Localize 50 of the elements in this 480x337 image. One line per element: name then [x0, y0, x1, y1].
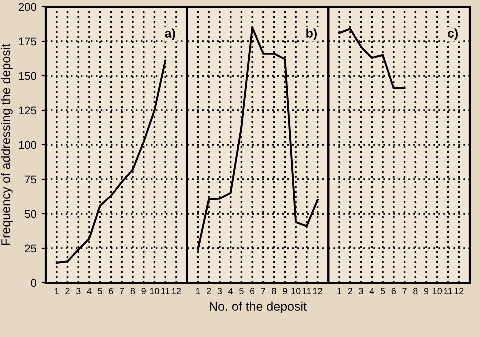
x-tick-label: 9 — [142, 288, 146, 294]
x-tick-label: 12 — [313, 288, 322, 294]
x-tick-label: 9 — [283, 288, 288, 294]
x-tick-label: 7 — [402, 288, 407, 294]
x-tick-label: 8 — [272, 288, 276, 294]
x-tick-label: 3 — [359, 288, 364, 294]
x-tick-label: 11 — [444, 288, 453, 294]
x-tick-label: 2 — [207, 288, 212, 294]
x-tick-label: 10 — [433, 288, 442, 294]
y-axis-title: Frequency of addressing the deposit — [1, 44, 13, 246]
x-tick-label: 8 — [414, 288, 418, 294]
y-tick-label: 200 — [18, 3, 37, 12]
annotation: a) — [165, 28, 176, 40]
x-tick-label: 1 — [55, 288, 59, 294]
x-tick-label: 3 — [76, 288, 81, 294]
x-tick-label: 5 — [98, 288, 102, 294]
x-tick-label: 7 — [261, 288, 266, 294]
x-tick-label: 8 — [130, 288, 136, 294]
x-tick-label: 4 — [370, 288, 374, 294]
y-tick-label: 50 — [25, 210, 37, 218]
x-tick-label: 5 — [240, 288, 244, 294]
x-tick-label: 10 — [292, 288, 301, 294]
x-tick-label: 11 — [302, 288, 312, 294]
y-tick-label: 25 — [25, 244, 37, 253]
y-tick-label: 125 — [19, 106, 37, 115]
x-tick-label: 7 — [120, 288, 124, 294]
x-tick-label: 4 — [228, 288, 234, 294]
x-tick-label: 10 — [150, 288, 160, 294]
x-tick-label: 6 — [392, 288, 396, 294]
x-tick-label: 2 — [348, 288, 352, 294]
x-tick-label: 11 — [162, 288, 170, 294]
x-tick-label: 1 — [338, 288, 342, 294]
y-tick-label: 175 — [19, 38, 37, 46]
x-tick-label: 12 — [454, 288, 464, 294]
x-tick-label: 9 — [424, 288, 429, 294]
x-tick-label: 2 — [66, 288, 70, 294]
x-tick-label: 5 — [380, 288, 386, 294]
y-tick-label: 75 — [25, 176, 37, 184]
y-tick-label: 0 — [31, 279, 37, 288]
y-tick-label: 100 — [19, 141, 37, 150]
x-tick-label: 6 — [250, 288, 255, 294]
x-tick-label: 6 — [109, 288, 114, 294]
x-axis-title: No. of the deposit — [210, 302, 307, 314]
y-tick-label: 150 — [19, 72, 37, 80]
x-tick-label: 3 — [218, 288, 222, 294]
x-tick-label: 4 — [87, 288, 92, 294]
x-tick-label: 12 — [172, 288, 182, 294]
annotation: c) — [448, 28, 458, 40]
x-tick-label: 1 — [196, 288, 200, 294]
annotation: b) — [306, 28, 317, 40]
